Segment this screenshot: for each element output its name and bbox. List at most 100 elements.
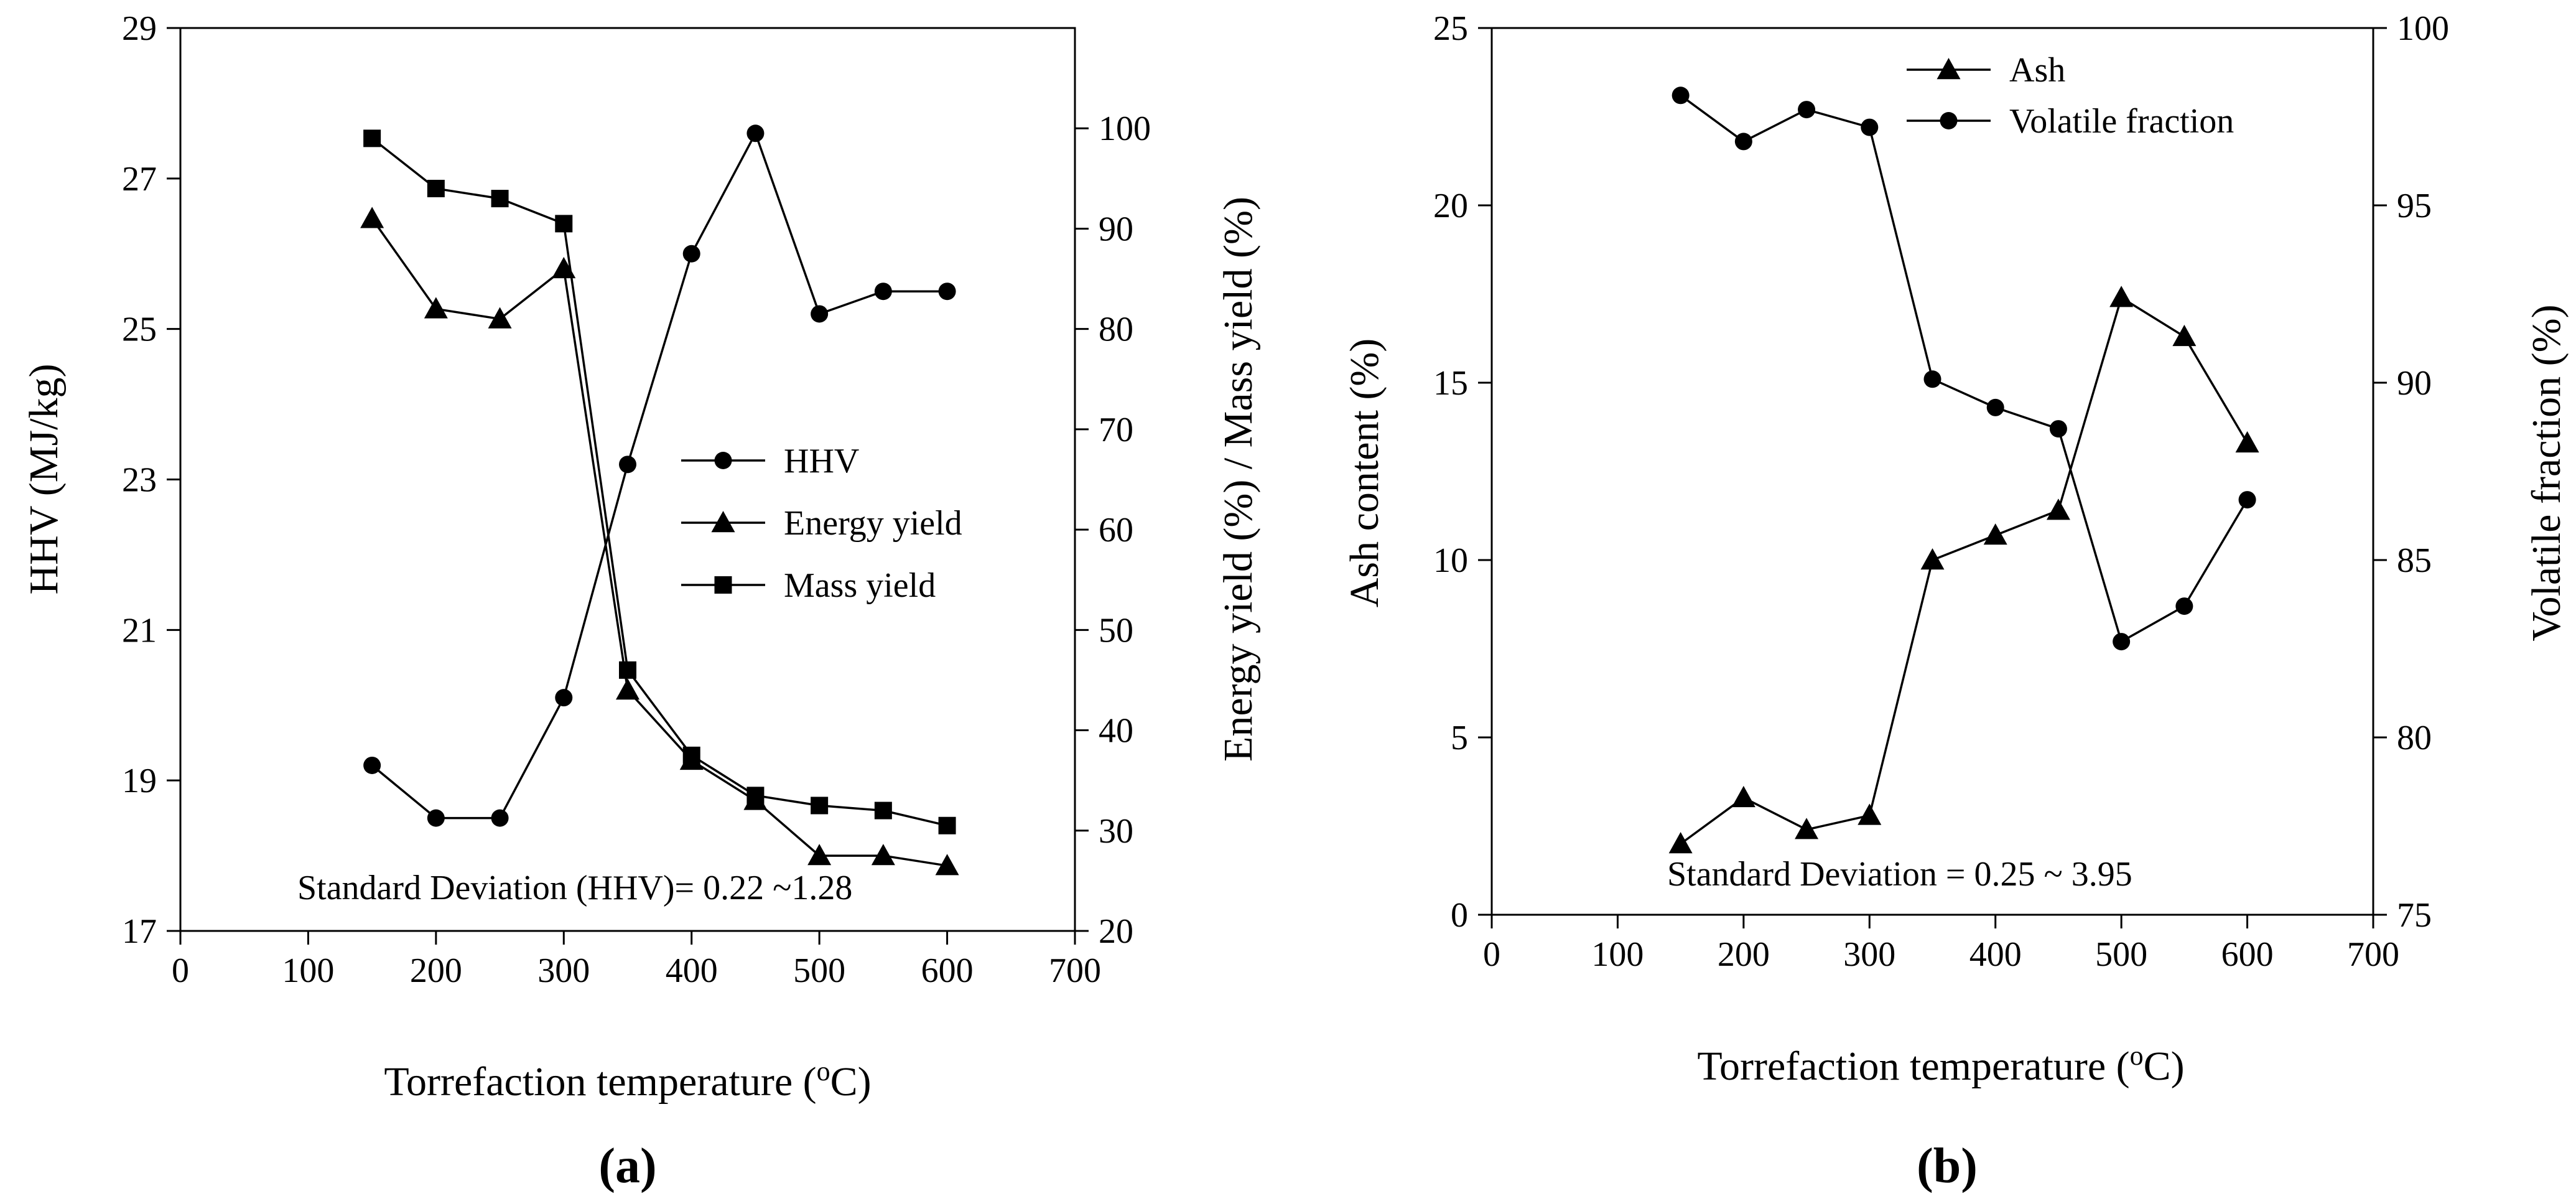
data-point-ash xyxy=(1668,832,1693,854)
legend-marker-mass-yield xyxy=(714,576,732,594)
series-line-volatile-fraction xyxy=(1680,94,2249,643)
x-tick-label: 200 xyxy=(410,951,462,990)
legend-label-mass-yield: Mass yield xyxy=(784,566,936,605)
data-point-volatile-fraction xyxy=(2175,597,2193,615)
y-right-tick-label: 85 xyxy=(2397,541,2432,580)
x-tick-label: 0 xyxy=(1483,935,1500,974)
y-left-tick-label: 29 xyxy=(122,9,157,48)
data-point-mass-yield xyxy=(427,179,445,197)
data-point-energy-yield xyxy=(488,307,512,329)
y-right-tick-label: 40 xyxy=(1099,712,1133,750)
y-left-axis-title: Ash content (%) xyxy=(1342,339,1387,608)
y-left-tick-label: 21 xyxy=(122,611,157,650)
y-right-tick-label: 30 xyxy=(1099,812,1133,851)
series-line-energy-yield xyxy=(371,218,947,867)
y-right-tick-label: 60 xyxy=(1099,511,1133,549)
y-right-tick-label: 70 xyxy=(1099,411,1133,449)
y-left-tick-label: 25 xyxy=(122,311,157,349)
x-tick-label: 400 xyxy=(1969,935,2022,974)
y-right-tick-label: 95 xyxy=(2397,187,2432,225)
data-point-hhv xyxy=(619,456,636,474)
series-line-mass-yield xyxy=(371,137,947,827)
std-deviation-annotation: Standard Deviation (HHV)= 0.22 ~1.28 xyxy=(297,869,852,907)
x-tick-label: 500 xyxy=(793,951,845,990)
y-right-tick-label: 20 xyxy=(1099,912,1133,951)
data-point-volatile-fraction xyxy=(1672,86,1690,105)
x-tick-label: 300 xyxy=(537,951,590,990)
y-right-axis-title: Energy yield (%) / Mass yield (%) xyxy=(1216,197,1261,762)
y-right-tick-label: 100 xyxy=(2397,9,2449,48)
data-point-energy-yield xyxy=(360,207,384,228)
y-left-tick-label: 25 xyxy=(1433,9,1468,48)
data-point-volatile-fraction xyxy=(1923,370,1941,388)
legend-label-energy-yield: Energy yield xyxy=(784,504,962,543)
data-point-hhv xyxy=(811,305,829,323)
std-deviation-annotation: Standard Deviation = 0.25 ~ 3.95 xyxy=(1667,855,2132,894)
x-tick-label: 400 xyxy=(666,951,718,990)
legend-label-ash: Ash xyxy=(2009,51,2065,90)
data-point-hhv xyxy=(363,756,381,774)
data-point-energy-yield xyxy=(807,844,832,866)
x-tick-label: 600 xyxy=(2221,935,2274,974)
y-left-tick-label: 0 xyxy=(1451,896,1468,935)
data-point-hhv xyxy=(555,689,573,707)
y-left-tick-label: 15 xyxy=(1433,364,1468,403)
data-point-ash xyxy=(1795,818,1819,839)
data-point-hhv xyxy=(746,124,765,143)
y-right-tick-label: 90 xyxy=(2397,364,2432,403)
x-axis-title: Torrefaction temperature (oC) xyxy=(1697,1040,2184,1090)
data-point-energy-yield xyxy=(935,854,959,876)
data-point-ash xyxy=(1731,785,1755,808)
x-tick-label: 300 xyxy=(1843,935,1895,974)
data-point-energy-yield xyxy=(424,297,448,319)
legend-label-hhv: HHV xyxy=(784,442,859,480)
x-tick-label: 500 xyxy=(2095,935,2147,974)
chart-panel-b: 0 100 200 300 400 500 600 700 0 5 10 15 20 25 75 80 85 90… xyxy=(1342,9,2569,1194)
y-right-tick-label: 50 xyxy=(1099,611,1133,650)
data-point-hhv xyxy=(874,283,892,301)
data-point-energy-yield xyxy=(871,844,895,866)
x-tick-label: 700 xyxy=(2347,935,2399,974)
data-point-volatile-fraction xyxy=(2238,491,2256,509)
y-right-tick-label: 90 xyxy=(1099,210,1133,248)
data-point-hhv xyxy=(491,809,509,827)
data-point-energy-yield xyxy=(616,678,639,700)
x-axis-title: Torrefaction temperature (oC) xyxy=(384,1056,871,1105)
series-line-ash xyxy=(1680,296,2249,845)
x-tick-label: 100 xyxy=(1591,935,1644,974)
data-point-mass-yield xyxy=(491,190,509,208)
data-point-volatile-fraction xyxy=(1986,398,2004,416)
y-right-tick-label: 100 xyxy=(1099,110,1151,148)
x-tick-label: 600 xyxy=(921,951,974,990)
data-point-ash xyxy=(1920,548,1945,570)
y-right-tick-label: 75 xyxy=(2397,896,2432,935)
y-right-tick-label: 80 xyxy=(1099,311,1133,349)
data-point-ash xyxy=(2046,498,2070,520)
plot-frame xyxy=(1490,27,2374,916)
y-left-tick-label: 10 xyxy=(1433,541,1468,580)
data-point-hhv xyxy=(682,245,700,263)
data-point-energy-yield xyxy=(552,256,576,279)
y-left-tick-label: 27 xyxy=(122,160,157,199)
data-point-volatile-fraction xyxy=(1861,118,1879,136)
data-point-ash xyxy=(2235,431,2259,453)
legend-marker-hhv xyxy=(714,452,732,469)
data-point-hhv xyxy=(938,283,956,301)
panel-label: (b) xyxy=(1917,1139,1978,1194)
legend-marker-volatile-fraction xyxy=(1940,112,1958,129)
data-point-mass-yield xyxy=(619,661,636,679)
data-point-hhv xyxy=(427,809,445,827)
data-point-ash xyxy=(1983,523,2007,545)
x-tick-label: 200 xyxy=(1718,935,1770,974)
data-point-volatile-fraction xyxy=(2049,420,2067,438)
x-tick-label: 0 xyxy=(172,951,189,990)
x-tick-label: 100 xyxy=(282,951,334,990)
data-point-mass-yield xyxy=(874,801,892,820)
data-point-volatile-fraction xyxy=(2113,633,2131,651)
data-point-volatile-fraction xyxy=(1734,133,1752,151)
y-left-tick-label: 23 xyxy=(122,461,157,500)
legend-marker-ash xyxy=(1937,58,1961,80)
data-point-mass-yield xyxy=(682,746,700,764)
y-left-axis-title: HHV (MJ/kg) xyxy=(21,364,67,595)
